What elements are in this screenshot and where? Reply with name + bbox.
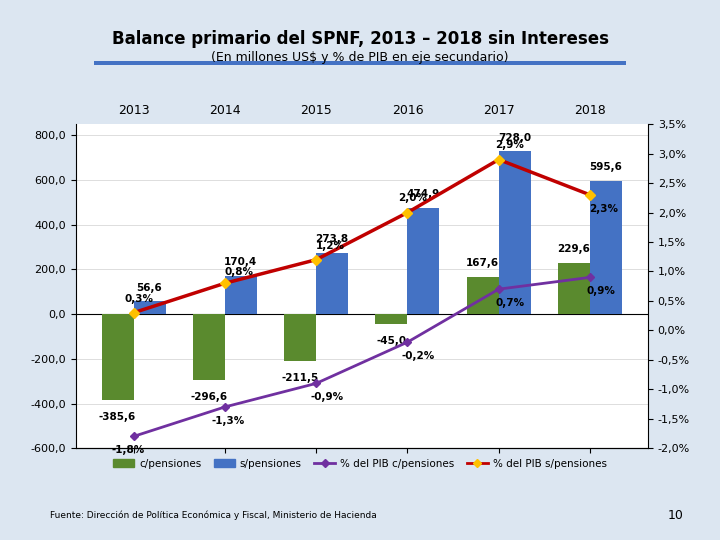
Text: -0,9%: -0,9%: [311, 392, 344, 402]
Bar: [590, 181, 622, 314]
% del PIB s/pensiones: [495, 156, 503, 163]
% del PIB c/pensiones: [130, 433, 138, 440]
Text: 0,3%: 0,3%: [125, 294, 153, 303]
Text: (En millones US$ y % de PIB en eje secundario): (En millones US$ y % de PIB en eje secun…: [211, 51, 509, 64]
% del PIB s/pensiones: [130, 309, 138, 316]
Bar: [316, 253, 348, 314]
Text: 474,9: 474,9: [407, 189, 440, 199]
Text: 170,4: 170,4: [224, 257, 258, 267]
Text: 728,0: 728,0: [498, 133, 531, 143]
Text: 0,9%: 0,9%: [587, 286, 616, 296]
Text: -45,0: -45,0: [377, 336, 407, 346]
Line: % del PIB c/pensiones: % del PIB c/pensiones: [131, 274, 593, 439]
Text: 1,2%: 1,2%: [315, 241, 345, 251]
% del PIB s/pensiones: [220, 280, 229, 287]
Text: 0,8%: 0,8%: [224, 267, 253, 277]
Text: -0,2%: -0,2%: [402, 351, 435, 361]
Text: 2015: 2015: [300, 105, 332, 118]
Text: 0,7%: 0,7%: [495, 298, 524, 308]
% del PIB c/pensiones: [220, 404, 229, 410]
Text: 2018: 2018: [574, 105, 606, 118]
Bar: [102, 314, 134, 400]
Text: Balance primario del SPNF, 2013 – 2018 sin Intereses: Balance primario del SPNF, 2013 – 2018 s…: [112, 30, 608, 48]
Text: -1,3%: -1,3%: [211, 416, 244, 426]
Bar: [408, 208, 439, 314]
Bar: [376, 314, 408, 324]
Text: 2,0%: 2,0%: [398, 193, 428, 204]
Text: 10: 10: [668, 509, 684, 522]
% del PIB s/pensiones: [585, 192, 594, 198]
Legend: c/pensiones, s/pensiones, % del PIB c/pensiones, % del PIB s/pensiones: c/pensiones, s/pensiones, % del PIB c/pe…: [109, 454, 611, 472]
Text: 2013: 2013: [118, 105, 149, 118]
Text: 2017: 2017: [483, 105, 515, 118]
Text: 229,6: 229,6: [557, 244, 590, 254]
Bar: [193, 314, 225, 380]
Bar: [134, 301, 166, 314]
Bar: [499, 151, 531, 314]
% del PIB c/pensiones: [403, 339, 412, 346]
Bar: [558, 263, 590, 314]
Text: -385,6: -385,6: [99, 412, 136, 422]
Text: Fuente: Dirección de Política Económica y Fiscal, Ministerio de Hacienda: Fuente: Dirección de Política Económica …: [50, 511, 377, 521]
Text: -1,8%: -1,8%: [112, 445, 145, 455]
Text: 2016: 2016: [392, 105, 423, 118]
Text: 2014: 2014: [209, 105, 240, 118]
Text: 167,6: 167,6: [466, 258, 500, 268]
Text: -211,5: -211,5: [282, 373, 319, 383]
Bar: [225, 276, 257, 314]
% del PIB c/pensiones: [312, 380, 320, 387]
Text: 595,6: 595,6: [590, 162, 623, 172]
Text: 56,6: 56,6: [137, 282, 163, 293]
% del PIB c/pensiones: [495, 286, 503, 292]
Text: 2,3%: 2,3%: [590, 204, 618, 213]
Bar: [284, 314, 316, 361]
Text: 2,9%: 2,9%: [495, 140, 524, 151]
Text: 273,8: 273,8: [315, 234, 348, 244]
Bar: [467, 276, 499, 314]
Line: % del PIB s/pensiones: % del PIB s/pensiones: [130, 156, 593, 316]
% del PIB s/pensiones: [312, 256, 320, 263]
% del PIB c/pensiones: [585, 274, 594, 281]
% del PIB s/pensiones: [403, 210, 412, 216]
Text: -296,6: -296,6: [190, 392, 228, 402]
